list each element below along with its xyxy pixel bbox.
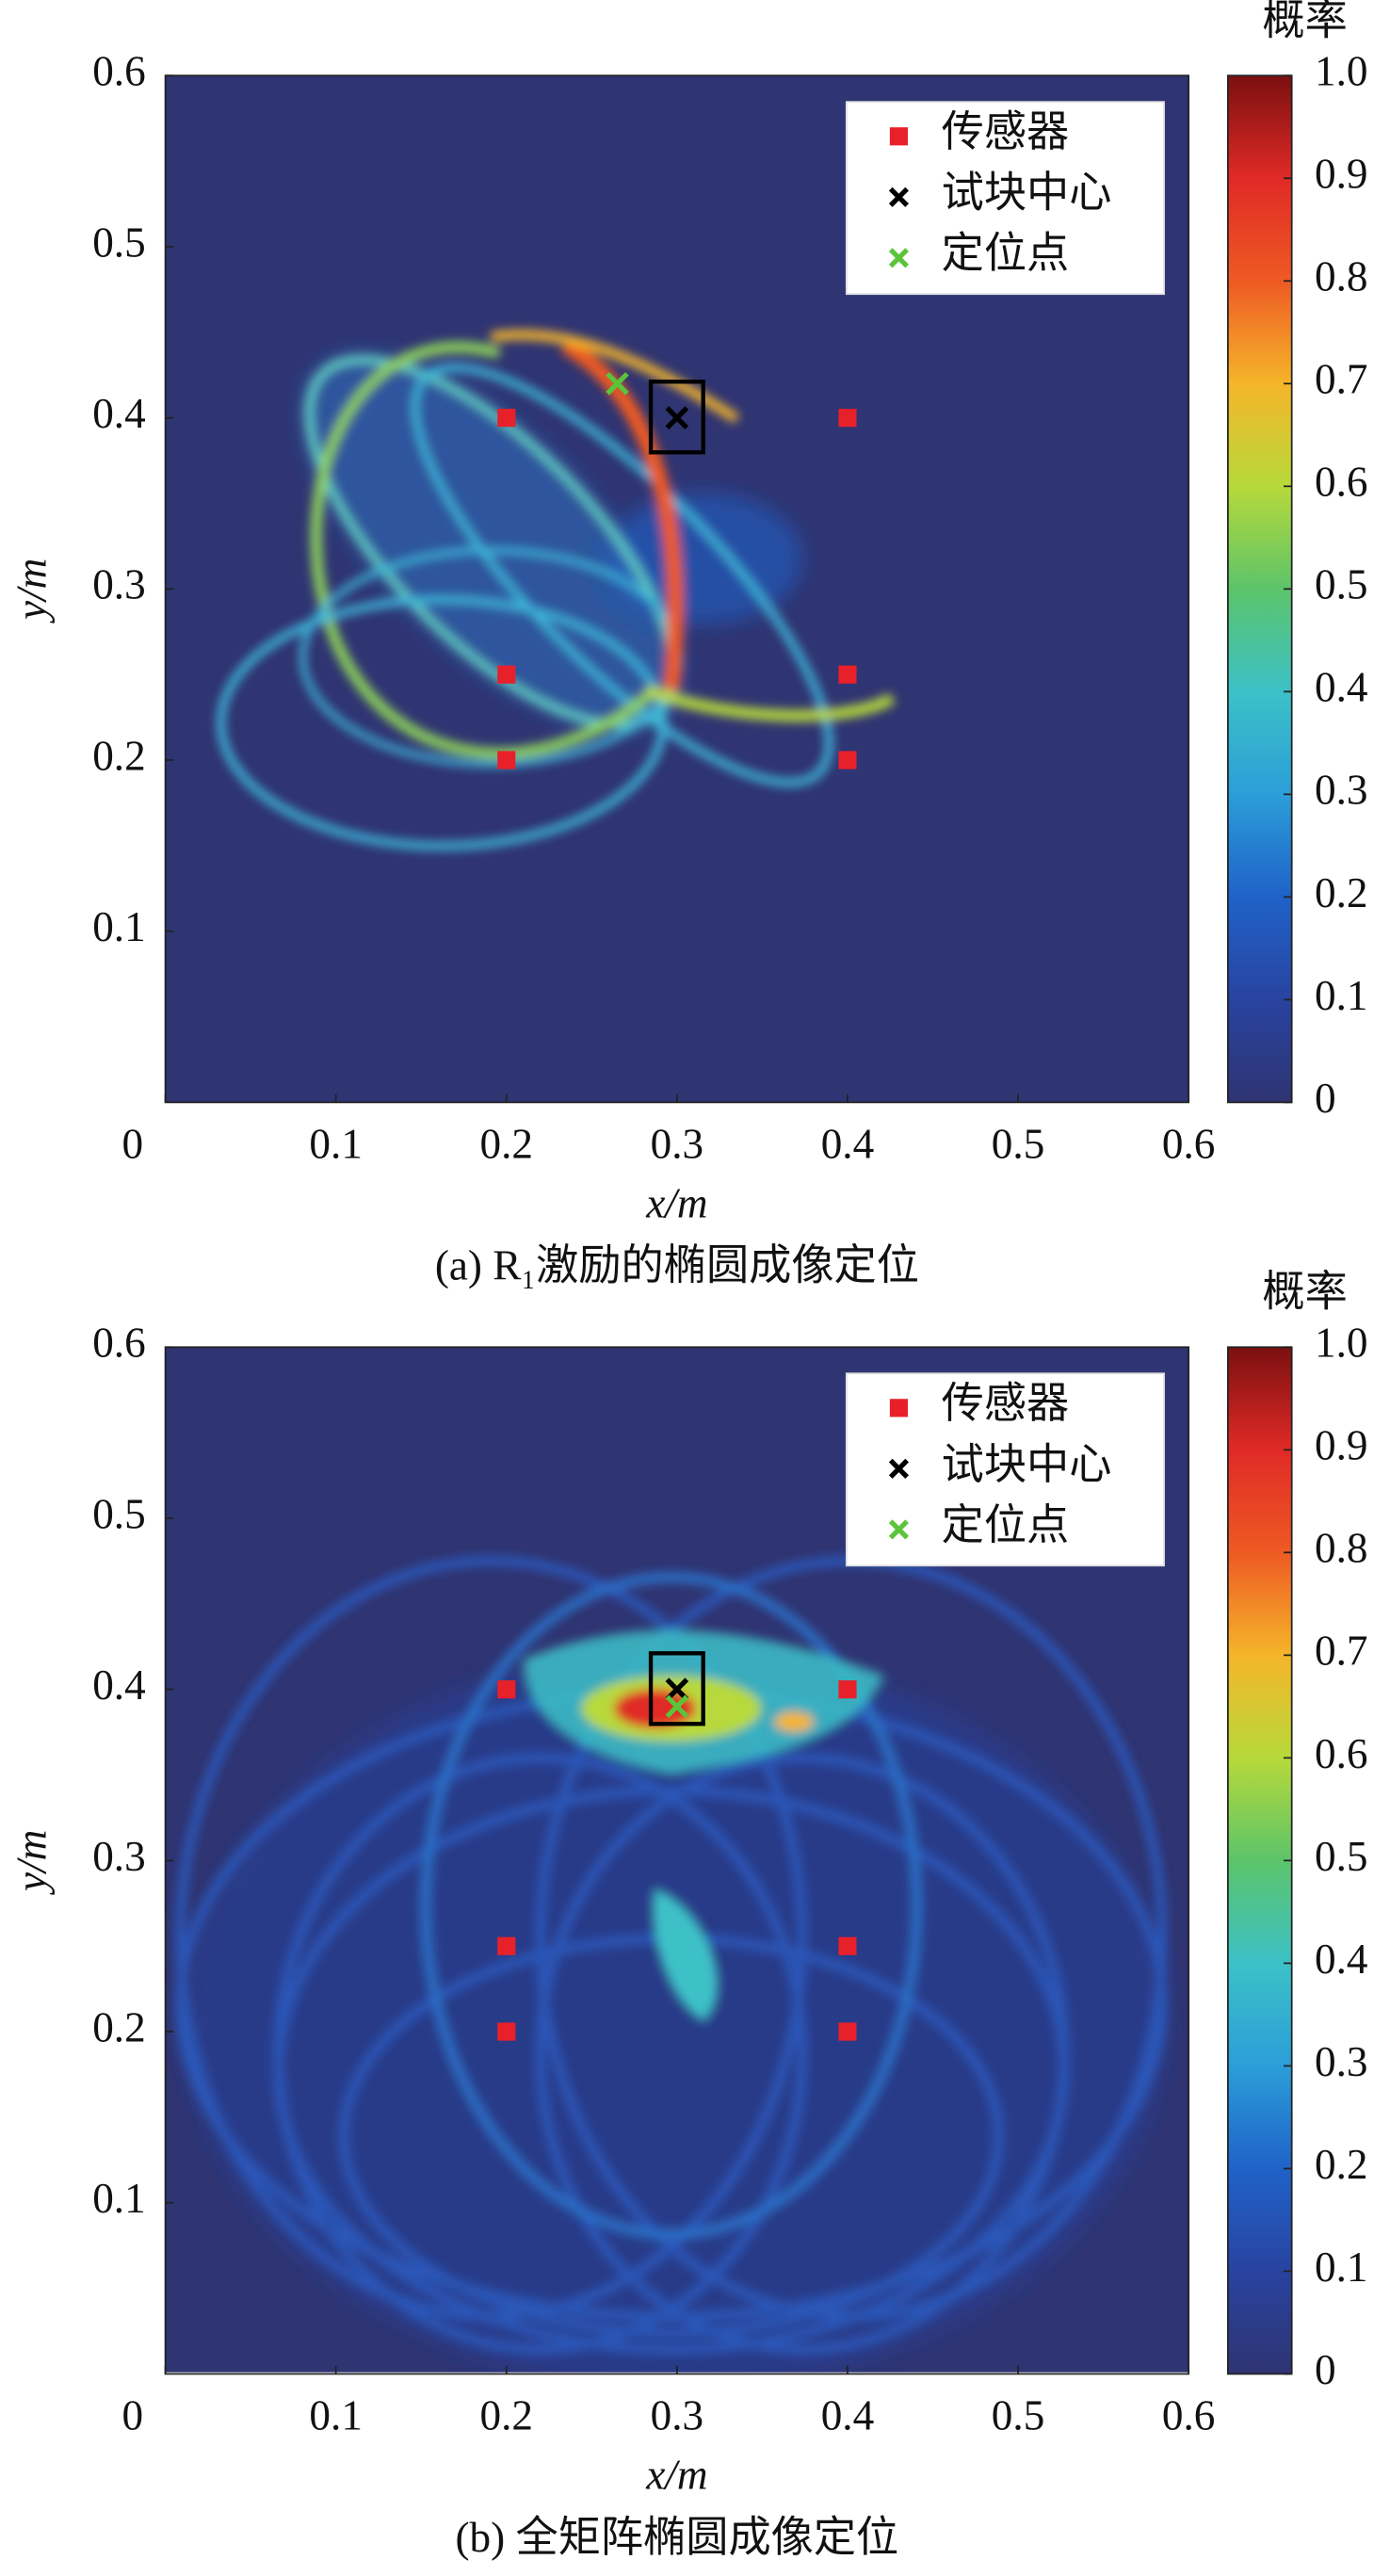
colorbar-tick-label: 0.8 [1315, 1525, 1368, 1572]
legend-label: 试块中心 [942, 1441, 1112, 1488]
legend-label: 定位点 [942, 1501, 1070, 1548]
colorbar-tick-label: 0 [1315, 1075, 1336, 1122]
legend-label: 传感器 [942, 108, 1070, 155]
caption: (b) 全矩阵椭圆成像定位 [456, 2514, 899, 2561]
sensor-marker [838, 409, 857, 428]
x-tick-label: 0.4 [821, 1121, 875, 1168]
x-tick-label: 0.3 [651, 2392, 704, 2439]
x-tick-label: 0.5 [992, 2392, 1045, 2439]
legend-label: 定位点 [942, 230, 1070, 277]
x-tick-label: 0.1 [309, 2392, 363, 2439]
x-tick-label: 0.6 [1162, 2392, 1216, 2439]
x-marker [606, 371, 629, 396]
x-tick-label: 0.2 [480, 2392, 534, 2439]
y-tick-label: 0.1 [92, 903, 146, 950]
colorbar-tick-label: 0.7 [1315, 1628, 1368, 1675]
colorbar-tick-label: 0.5 [1315, 561, 1368, 608]
sensor-marker [838, 751, 857, 770]
legend-marker [889, 1399, 909, 1418]
colorbar-tick-label: 0.1 [1315, 2244, 1368, 2291]
y-tick-label: 0.3 [92, 561, 146, 608]
legend-label: 试块中心 [942, 170, 1112, 217]
colorbar-tick-label: 0.2 [1315, 2141, 1368, 2188]
sensor-marker [838, 1936, 857, 1955]
sensor-marker [497, 409, 516, 428]
sensor-marker [838, 1680, 857, 1699]
x-tick-label: 0.4 [821, 2392, 875, 2439]
colorbar-tick-label: 0.3 [1315, 2038, 1368, 2085]
y-tick-label: 0.5 [92, 1490, 146, 1537]
colorbar-tick-label: 1.0 [1315, 48, 1368, 95]
x-tick-label: 0.5 [992, 1121, 1045, 1168]
x-axis-label: x/m [645, 1179, 707, 1226]
colorbar-tick-label: 0.8 [1315, 253, 1368, 300]
y-tick-label: 0.1 [92, 2175, 146, 2222]
x-marker [665, 406, 689, 429]
caption: (a) R₁激励的椭圆成像定位 [435, 1242, 919, 1289]
sensor-marker [497, 665, 516, 684]
colorbar-tick-label: 0.4 [1315, 1936, 1368, 1983]
sensor-marker [838, 665, 857, 684]
colorbar-title: 概率 [1262, 1269, 1347, 1316]
sensor-marker [497, 2022, 516, 2041]
y-tick-label: 0.3 [92, 1833, 146, 1880]
legend-marker [888, 1519, 909, 1540]
colorbar-tick-label: 0.3 [1315, 767, 1368, 814]
y-tick-label: 0.2 [92, 732, 146, 779]
colorbar [1227, 1346, 1293, 2375]
y-tick-label: 0.4 [92, 1661, 146, 1709]
x-tick-label: 0.3 [651, 1121, 704, 1168]
y-tick-label: 0.4 [92, 390, 146, 437]
x-tick-label: 0 [122, 1121, 144, 1168]
y-axis-label: y/m [8, 559, 56, 624]
colorbar-tick-label: 0.9 [1315, 1422, 1368, 1469]
x-tick-label: 0.6 [1162, 1121, 1216, 1168]
x-axis-label: x/m [645, 2451, 707, 2498]
sensor-marker [497, 1936, 516, 1955]
y-tick-label: 0.2 [92, 2003, 146, 2050]
colorbar [1227, 74, 1293, 1104]
test-block-frame [648, 380, 705, 455]
colorbar-tick-label: 0.2 [1315, 869, 1368, 916]
colorbar-tick-label: 0.5 [1315, 1833, 1368, 1880]
y-axis-label: y/m [8, 1830, 56, 1895]
y-tick-label: 0.5 [92, 219, 146, 266]
sensor-marker [497, 751, 516, 770]
colorbar-tick-label: 1.0 [1315, 1320, 1368, 1367]
colorbar-tick-label: 0.1 [1315, 972, 1368, 1019]
test-block-frame [648, 1651, 705, 1726]
x-marker [665, 1677, 689, 1701]
colorbar-title: 概率 [1262, 0, 1347, 44]
colorbar-tick-label: 0.9 [1315, 151, 1368, 198]
legend-marker [889, 127, 909, 146]
heatmap-image [217, 330, 896, 851]
legend-marker [888, 248, 909, 268]
y-tick-label: 0.6 [92, 48, 146, 95]
sensor-marker [838, 2022, 857, 2041]
sensor-marker [497, 1680, 516, 1699]
colorbar-tick-label: 0.7 [1315, 356, 1368, 403]
x-tick-label: 0.2 [480, 1121, 534, 1168]
colorbar-tick-label: 0.4 [1315, 664, 1368, 711]
legend-marker [888, 1458, 909, 1479]
y-tick-label: 0.6 [92, 1320, 146, 1367]
x-tick-label: 0.1 [309, 1121, 363, 1168]
colorbar-tick-label: 0 [1315, 2346, 1336, 2393]
colorbar-tick-label: 0.6 [1315, 459, 1368, 506]
legend-marker [888, 186, 909, 207]
legend-label: 传感器 [942, 1380, 1070, 1427]
colorbar-tick-label: 0.6 [1315, 1730, 1368, 1777]
x-marker [665, 1694, 689, 1719]
x-tick-label: 0 [122, 2392, 144, 2439]
